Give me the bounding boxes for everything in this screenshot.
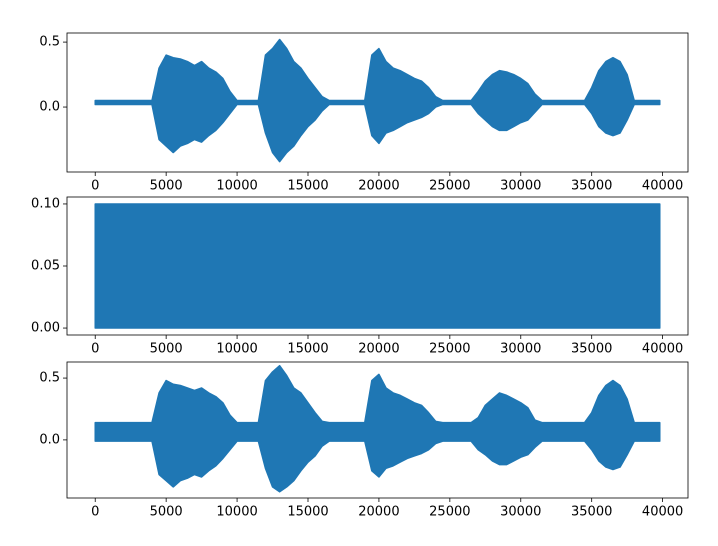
waveform — [94, 38, 661, 163]
x-tick-label: 5000 — [150, 505, 183, 520]
x-tick-label: 30000 — [500, 342, 541, 357]
y-tick-label: 0.10 — [31, 196, 60, 211]
x-tick-label: 35000 — [571, 179, 612, 194]
x-tick-label: 5000 — [150, 179, 183, 194]
x-tick-label: 35000 — [571, 505, 612, 520]
x-tick-label: 25000 — [429, 505, 470, 520]
x-tick-label: 15000 — [287, 179, 328, 194]
x-tick-label: 40000 — [642, 505, 683, 520]
y-tick-label: 0.00 — [31, 321, 60, 336]
x-tick-label: 15000 — [287, 505, 328, 520]
x-tick-label: 30000 — [500, 179, 541, 194]
x-tick-label: 25000 — [429, 179, 470, 194]
x-tick-label: 10000 — [216, 179, 257, 194]
x-tick-label: 25000 — [429, 342, 470, 357]
axes-frame — [66, 32, 689, 173]
x-tick-label: 15000 — [287, 342, 328, 357]
x-tick-label: 10000 — [216, 342, 257, 357]
axes-frame — [66, 361, 689, 499]
y-tick-label: 0.0 — [39, 432, 60, 447]
y-tick-label: 0.05 — [31, 259, 60, 274]
x-tick-label: 5000 — [150, 342, 183, 357]
x-tick-label: 35000 — [571, 342, 612, 357]
y-tick-label: 0.5 — [39, 35, 60, 50]
x-tick-label: 20000 — [358, 342, 399, 357]
x-tick-label: 0 — [91, 179, 99, 194]
waveform — [94, 364, 661, 493]
x-tick-label: 40000 — [642, 179, 683, 194]
x-tick-label: 40000 — [642, 342, 683, 357]
y-tick-label: 0.5 — [39, 371, 60, 386]
x-tick-label: 20000 — [358, 505, 399, 520]
waveform — [94, 203, 661, 329]
x-tick-label: 0 — [91, 505, 99, 520]
x-tick-label: 30000 — [500, 505, 541, 520]
x-tick-label: 0 — [91, 342, 99, 357]
y-tick-label: 0.0 — [39, 100, 60, 115]
x-tick-label: 10000 — [216, 505, 257, 520]
x-tick-label: 20000 — [358, 179, 399, 194]
